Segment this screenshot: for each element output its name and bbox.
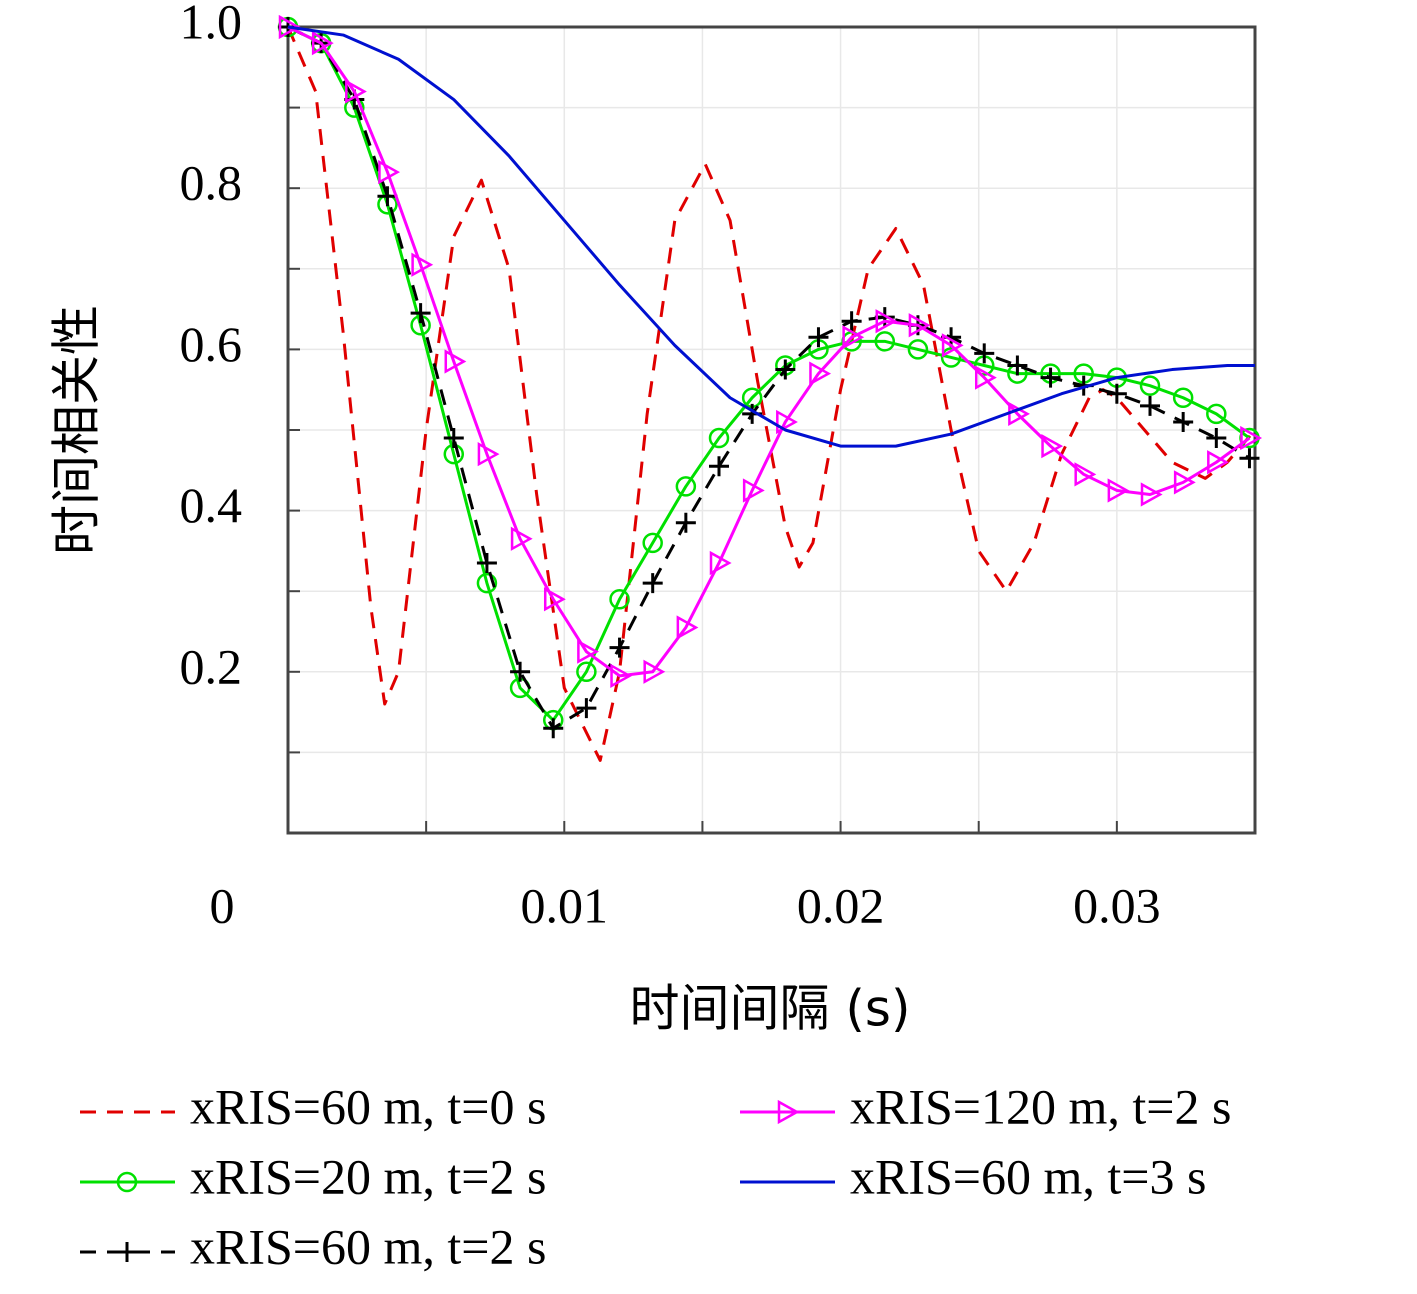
marker xyxy=(1207,450,1229,475)
marker xyxy=(476,552,497,573)
marker xyxy=(311,30,334,56)
marker xyxy=(1040,367,1061,388)
marker xyxy=(576,698,597,719)
legend-marker xyxy=(116,1171,138,1193)
marker xyxy=(576,661,597,683)
series-line xyxy=(287,25,1251,730)
marker xyxy=(1074,462,1097,487)
marker xyxy=(974,365,997,390)
y-tick-label: 0.6 xyxy=(180,316,243,372)
series-line xyxy=(287,25,1251,722)
marker xyxy=(610,663,633,688)
marker xyxy=(1139,375,1161,396)
legend-label: xRIS=60 m, t=2 s xyxy=(190,1218,546,1274)
x-tick-label: 0.03 xyxy=(1073,877,1161,933)
marker xyxy=(907,339,929,360)
marker xyxy=(1172,387,1194,409)
y-tick-label: 1.0 xyxy=(180,0,243,49)
marker xyxy=(941,333,964,358)
marker xyxy=(1107,478,1130,503)
marker xyxy=(708,427,730,449)
y-axis-label: 时间相关性 xyxy=(48,305,106,555)
marker xyxy=(377,186,398,207)
marker xyxy=(443,428,464,449)
marker xyxy=(874,307,895,328)
marker xyxy=(974,343,995,364)
marker xyxy=(1206,428,1227,449)
series-line xyxy=(287,25,1255,448)
marker xyxy=(1173,470,1196,495)
marker xyxy=(1206,403,1227,425)
marker xyxy=(476,572,498,594)
y-tick-label: 0.4 xyxy=(180,477,243,533)
legend-label: xRIS=60 m, t=3 s xyxy=(850,1148,1206,1204)
marker xyxy=(642,532,663,554)
marker xyxy=(675,512,696,533)
marker xyxy=(875,309,898,334)
marker xyxy=(940,347,962,368)
marker xyxy=(543,587,566,612)
marker xyxy=(1007,355,1028,376)
marker xyxy=(841,311,862,332)
marker xyxy=(543,718,564,739)
marker xyxy=(345,79,367,104)
legend-label: xRIS=60 m, t=0 s xyxy=(190,1078,546,1134)
marker xyxy=(1240,425,1263,451)
legend-marker xyxy=(117,1242,137,1262)
y-tick-label: 0.2 xyxy=(180,638,243,694)
legend-item: xRIS=60 m, t=0 s xyxy=(80,1078,546,1134)
marker xyxy=(742,478,765,503)
legend-marker xyxy=(777,1099,800,1125)
marker xyxy=(410,303,431,324)
marker xyxy=(444,349,467,374)
marker xyxy=(609,589,630,610)
marker xyxy=(808,327,829,348)
marker xyxy=(477,442,500,467)
legend-item: xRIS=60 m, t=3 s xyxy=(740,1148,1206,1204)
marker xyxy=(709,456,730,477)
marker xyxy=(709,550,732,576)
marker xyxy=(675,476,697,497)
marker xyxy=(510,526,533,551)
marker xyxy=(842,325,865,350)
legend-item: xRIS=20 m, t=2 s xyxy=(80,1148,546,1204)
x-tick-label: 0.02 xyxy=(797,877,885,933)
x-tick-label: 0.01 xyxy=(521,877,609,933)
marker xyxy=(874,331,896,352)
legend-label: xRIS=20 m, t=2 s xyxy=(190,1148,546,1204)
marker xyxy=(1173,411,1194,432)
x-axis-label: 时间间隔 (s) xyxy=(630,980,911,1038)
y-tick-label: 0.8 xyxy=(180,155,243,211)
legend-item: xRIS=120 m, t=2 s xyxy=(740,1078,1231,1134)
marker xyxy=(411,252,434,277)
legend-label: xRIS=120 m, t=2 s xyxy=(850,1078,1231,1134)
x-tick-label: 0 xyxy=(210,877,235,933)
marker xyxy=(609,637,630,658)
marker xyxy=(1041,433,1064,459)
marker xyxy=(1239,448,1260,469)
marker xyxy=(776,409,798,435)
marker xyxy=(278,14,301,40)
marker xyxy=(1140,395,1161,416)
marker xyxy=(643,659,666,684)
marker xyxy=(577,639,599,664)
legend-item: xRIS=60 m, t=2 s xyxy=(80,1218,546,1274)
marker xyxy=(809,361,832,386)
marker xyxy=(775,359,796,380)
marker xyxy=(908,313,931,338)
marker xyxy=(510,661,531,682)
marker xyxy=(642,573,663,594)
marker xyxy=(1140,482,1163,507)
marker xyxy=(378,159,401,185)
marker xyxy=(1106,383,1127,404)
marker xyxy=(676,615,699,640)
